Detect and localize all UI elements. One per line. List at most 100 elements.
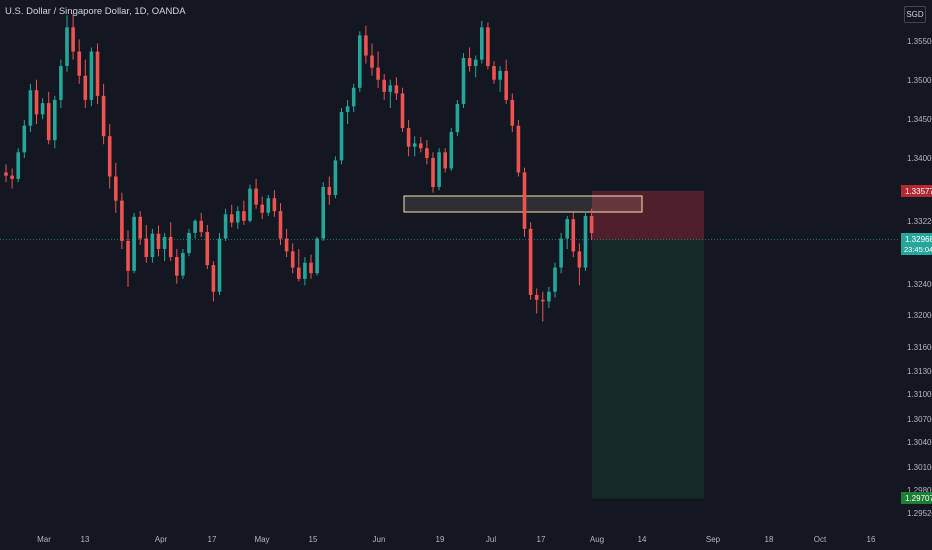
candle-body <box>266 198 271 213</box>
candle-body <box>547 291 551 302</box>
candle <box>199 212 203 237</box>
candle <box>486 22 490 70</box>
candle-body <box>303 262 307 279</box>
candle <box>541 291 545 322</box>
candle <box>242 200 246 225</box>
current-price-tag <box>901 233 932 255</box>
candle <box>498 66 502 92</box>
candle <box>193 219 197 239</box>
time-tick-label: Aug <box>590 535 604 544</box>
candle <box>248 184 252 223</box>
candle-body <box>510 99 515 126</box>
candle-body <box>382 79 386 92</box>
time-axis[interactable]: Mar 13 Apr 17 May 15 Jun 19 Jul 17 Aug 14 Sep 18 Oct 16 <box>37 535 876 544</box>
candle-body <box>589 215 594 233</box>
candle <box>577 243 582 286</box>
price-tick-label: 1.31000 <box>907 390 932 399</box>
candle-body <box>492 66 496 80</box>
candle <box>40 98 45 120</box>
candle-body <box>199 220 203 233</box>
candle <box>504 59 508 104</box>
candle-body <box>571 219 576 252</box>
stop-loss-price-tag <box>901 185 932 197</box>
drawing-overlays[interactable] <box>403 191 704 499</box>
candle <box>467 47 472 72</box>
candle-body <box>577 251 582 268</box>
candle-body <box>65 27 69 67</box>
symbol-title: U.S. Dollar / Singapore Dollar, 1D, OAND… <box>5 6 186 17</box>
candle-body <box>229 214 234 223</box>
candle-body <box>419 143 423 149</box>
candle-body <box>187 232 191 254</box>
time-tick-label: Mar <box>37 535 51 544</box>
time-tick-label: 17 <box>208 535 217 544</box>
candle-body <box>260 204 264 213</box>
candle-body <box>162 236 167 250</box>
price-tick-label: 1.31300 <box>907 367 932 376</box>
stop-loss-zone[interactable] <box>592 191 704 240</box>
candle-body <box>107 136 112 177</box>
price-tick-label: 1.34000 <box>907 154 932 163</box>
candle-body <box>120 200 124 241</box>
candle <box>351 83 356 112</box>
candle-body <box>16 152 20 179</box>
candle-body <box>217 238 222 292</box>
candle-body <box>28 90 33 126</box>
candle <box>272 190 277 217</box>
price-tick-label: 1.30100 <box>907 463 932 472</box>
candle-body <box>4 172 8 176</box>
candle-body <box>522 172 527 229</box>
candle-body <box>364 35 368 56</box>
candle <box>528 222 533 300</box>
candle-body <box>95 51 100 96</box>
candle <box>156 225 161 257</box>
candle-body <box>223 214 228 239</box>
candle <box>303 257 307 286</box>
price-axis[interactable]: 1.35500 1.35000 1.34500 1.34000 1.33220 1.324… <box>907 37 932 518</box>
candle <box>236 206 240 229</box>
candle-body <box>480 27 484 60</box>
candle <box>290 243 295 274</box>
candle <box>59 59 63 108</box>
candle <box>254 178 258 209</box>
candle <box>425 140 429 165</box>
candle-body <box>358 35 362 88</box>
candle-body <box>333 160 338 196</box>
candle <box>34 79 39 125</box>
candle <box>211 261 216 302</box>
time-tick-label: 13 <box>81 535 90 544</box>
candle-body <box>559 238 563 268</box>
candle-body <box>144 238 149 258</box>
candle <box>162 232 167 262</box>
candle-body <box>376 67 380 80</box>
candle-body <box>138 216 142 239</box>
candle <box>553 262 557 298</box>
currency-button[interactable]: SGD <box>904 6 926 23</box>
time-tick-label: May <box>254 535 269 544</box>
candle <box>217 232 222 295</box>
time-tick-label: Oct <box>814 535 827 544</box>
candle-body <box>34 90 39 115</box>
price-tick-label: 1.35000 <box>907 76 932 85</box>
candle <box>22 120 27 158</box>
candle-body <box>83 75 88 100</box>
candle <box>449 128 454 171</box>
candle <box>534 288 539 314</box>
candle <box>114 162 118 213</box>
candle-body <box>284 238 289 252</box>
bar-countdown: 23:45:04 <box>904 245 932 254</box>
candle-body <box>412 143 417 147</box>
take-profit-zone[interactable] <box>592 239 704 499</box>
candle-body <box>504 70 508 100</box>
stop-loss-price: 1.33577 <box>905 187 932 196</box>
candle <box>284 228 289 258</box>
candle-body <box>272 198 277 212</box>
candle <box>376 51 380 88</box>
candle <box>437 148 441 191</box>
price-tick-label: 1.31600 <box>907 343 932 352</box>
time-tick-label: Jun <box>373 535 386 544</box>
candle <box>278 203 283 245</box>
